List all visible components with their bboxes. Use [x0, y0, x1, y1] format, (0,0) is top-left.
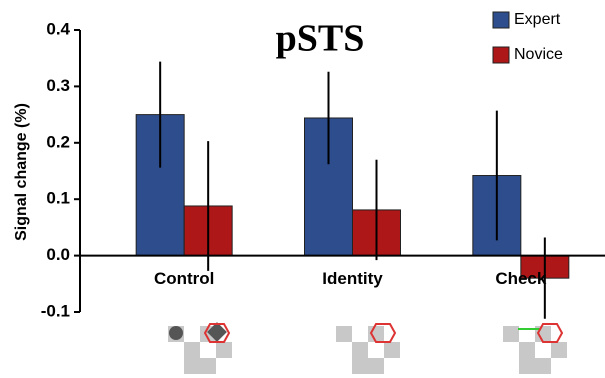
x-tick-label: Check: [495, 269, 547, 288]
legend-swatch: [492, 11, 510, 29]
chess-icons: [168, 322, 567, 374]
legend-swatch: [492, 46, 510, 64]
x-tick-label: Identity: [322, 269, 383, 288]
chart-title: pSTS: [276, 18, 365, 60]
y-tick-label: 0.2: [46, 132, 70, 151]
x-tick-label: Control: [154, 269, 214, 288]
y-axis-label: Signal change (%): [13, 103, 30, 241]
y-tick-label: 0.0: [46, 245, 70, 264]
highlight-hexagons: [203, 323, 564, 343]
legend-label: Novice: [514, 46, 563, 63]
y-tick-label: 0.1: [46, 189, 70, 208]
y-tick-label: -0.1: [41, 301, 70, 320]
y-tick-label: 0.4: [46, 19, 70, 38]
legend-label: Expert: [514, 11, 561, 28]
y-tick-label: 0.3: [46, 76, 70, 95]
